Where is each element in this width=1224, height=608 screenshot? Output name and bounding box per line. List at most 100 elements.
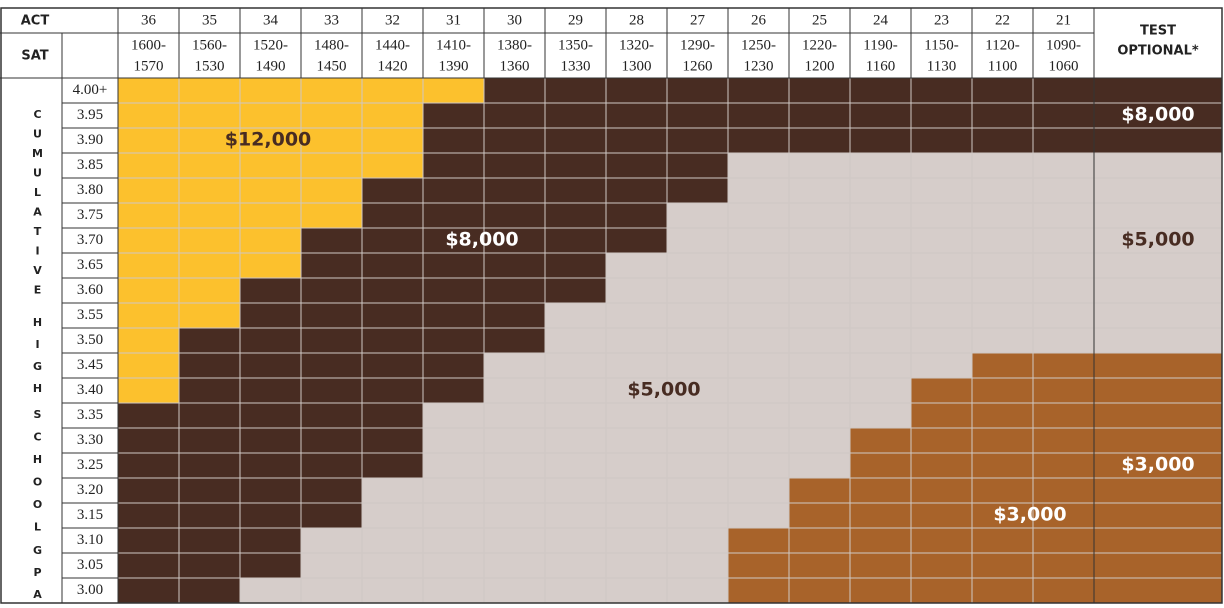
cell xyxy=(483,127,546,154)
cell xyxy=(849,552,912,579)
gpa: 3.30 xyxy=(77,432,103,448)
cell xyxy=(361,227,424,254)
cell xyxy=(727,277,790,304)
cell xyxy=(971,552,1034,579)
act-score: 33 xyxy=(324,12,339,28)
cell xyxy=(1032,327,1095,354)
cell xyxy=(910,552,973,579)
sat-range: 1230 xyxy=(744,58,774,74)
cell xyxy=(300,277,363,304)
sat-range: 1100 xyxy=(988,58,1017,74)
act-score: 25 xyxy=(812,12,827,28)
cell xyxy=(361,502,424,529)
sat-label: SAT xyxy=(21,49,48,64)
cell xyxy=(605,102,668,129)
cell xyxy=(239,402,302,429)
cell xyxy=(300,527,363,554)
cell xyxy=(544,327,607,354)
cell xyxy=(788,277,851,304)
cell xyxy=(544,402,607,429)
cell xyxy=(727,552,790,579)
cell xyxy=(1093,552,1223,579)
cell xyxy=(1032,102,1095,129)
gpa: 3.90 xyxy=(77,132,103,148)
cell xyxy=(1093,302,1223,329)
side-label: SCHOOL xyxy=(31,408,44,543)
cell xyxy=(361,427,424,454)
gpa: 3.65 xyxy=(77,257,103,273)
act-score: 28 xyxy=(629,12,644,28)
cell xyxy=(788,252,851,279)
award-label: $5,000 xyxy=(1121,229,1194,251)
cell xyxy=(605,277,668,304)
cell xyxy=(178,202,241,229)
cell xyxy=(117,402,180,429)
cell xyxy=(178,477,241,504)
cell xyxy=(605,402,668,429)
cell xyxy=(849,77,912,104)
cell xyxy=(1032,377,1095,404)
cell xyxy=(666,427,729,454)
act-score: 24 xyxy=(873,12,889,28)
cell xyxy=(361,202,424,229)
cell xyxy=(727,377,790,404)
cell xyxy=(910,227,973,254)
cell xyxy=(1032,202,1095,229)
cell xyxy=(605,127,668,154)
cell xyxy=(849,177,912,204)
cell xyxy=(666,527,729,554)
sat-range: 1220- xyxy=(802,37,837,53)
cell xyxy=(910,352,973,379)
gpa: 3.10 xyxy=(77,532,103,548)
sat-range: 1250- xyxy=(741,37,776,53)
cell xyxy=(422,577,485,604)
sat-range: 1090- xyxy=(1046,37,1081,53)
cell xyxy=(910,202,973,229)
sat-range: 1530 xyxy=(195,58,225,74)
cell xyxy=(544,577,607,604)
sat-range: 1570 xyxy=(134,58,164,74)
cell xyxy=(178,302,241,329)
cell xyxy=(117,102,180,129)
cell xyxy=(605,427,668,454)
cell xyxy=(788,227,851,254)
act-label: ACT xyxy=(21,14,50,29)
cell xyxy=(788,152,851,179)
cell xyxy=(910,127,973,154)
sat-range: 1300 xyxy=(622,58,652,74)
cell xyxy=(666,502,729,529)
cell xyxy=(971,252,1034,279)
cell xyxy=(605,202,668,229)
cell xyxy=(849,352,912,379)
cell xyxy=(300,327,363,354)
gpa: 3.15 xyxy=(77,507,103,523)
cell xyxy=(239,502,302,529)
cell xyxy=(666,477,729,504)
gpa: 3.75 xyxy=(77,207,103,223)
cell xyxy=(544,102,607,129)
cell xyxy=(1093,427,1223,454)
sat-range: 1290- xyxy=(680,37,715,53)
cell xyxy=(178,427,241,454)
cell xyxy=(300,577,363,604)
cell xyxy=(117,152,180,179)
frame xyxy=(0,7,1223,604)
award-label: $5,000 xyxy=(627,379,700,401)
cell xyxy=(788,352,851,379)
cell xyxy=(849,202,912,229)
act-score: 35 xyxy=(202,12,217,28)
cell xyxy=(178,102,241,129)
sat-range: 1560- xyxy=(192,37,227,53)
cell xyxy=(666,452,729,479)
cell xyxy=(483,427,546,454)
cell xyxy=(300,452,363,479)
cell xyxy=(971,427,1034,454)
act-score: 23 xyxy=(934,12,949,28)
cell xyxy=(971,227,1034,254)
cell xyxy=(1032,77,1095,104)
cell xyxy=(788,202,851,229)
cell xyxy=(666,227,729,254)
cell xyxy=(544,277,607,304)
cell xyxy=(910,327,973,354)
cell xyxy=(605,327,668,354)
